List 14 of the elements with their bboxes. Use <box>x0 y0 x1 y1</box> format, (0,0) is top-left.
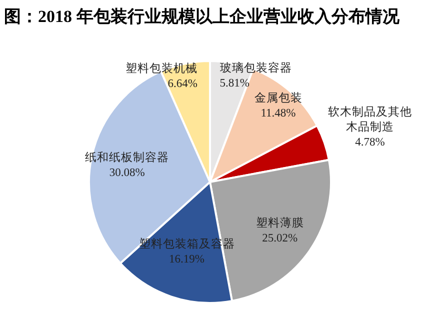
data-label: 4.78% <box>355 136 386 148</box>
slice-label: 塑料包装机械 <box>125 60 198 75</box>
data-label: 16.19% <box>169 253 205 266</box>
data-label: 30.08% <box>109 166 146 179</box>
slice-label: 玻璃包装容器 <box>220 60 292 74</box>
chart-title: 图：2018 年包装行业规模以上企业营业收入分布情况 <box>4 7 400 26</box>
data-label: 11.48% <box>260 108 296 120</box>
data-label: 25.02% <box>262 232 298 244</box>
slice-label: 金属包装 <box>254 92 302 105</box>
slice-label: 纸和纸板制容器 <box>85 150 170 164</box>
data-label: 5.81% <box>220 77 250 90</box>
data-label: 6.64% <box>168 78 198 90</box>
slice-label: 塑料薄膜 <box>256 215 304 230</box>
slice-label: 软木制品及其他木品制造 <box>328 105 412 134</box>
